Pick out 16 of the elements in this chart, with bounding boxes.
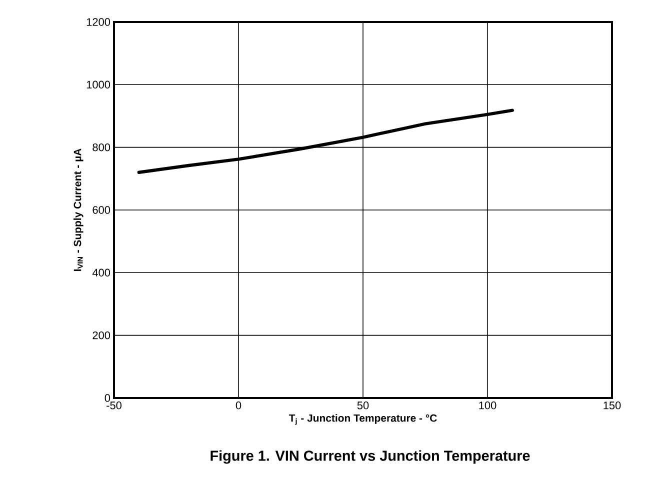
x-tick-label: -50	[106, 402, 122, 410]
y-tick-label: 200	[92, 331, 110, 340]
y-tick-label: 1200	[86, 18, 110, 26]
y-tick-label: 600	[92, 206, 110, 214]
y-tick-label: 800	[92, 143, 110, 152]
y-tick-label: 0	[104, 394, 110, 402]
y-tick-label: 1000	[86, 80, 110, 89]
line-series	[137, 108, 514, 174]
x-tick-label: 150	[604, 402, 621, 410]
y-tick-label: 400	[92, 268, 110, 277]
y-axis-title: I$_{VIN}$ - Supply Current - µA	[74, 148, 84, 271]
x-axis-title: T$_{j}$ - Junction Temperature - °C	[288, 414, 437, 425]
x-tick-label: 50	[357, 402, 369, 410]
x-tick-label: 0	[236, 402, 242, 410]
x-tick-label: 100	[479, 402, 496, 410]
text: Figure 1. VIN Current vs Junction Temperature	[210, 450, 530, 464]
